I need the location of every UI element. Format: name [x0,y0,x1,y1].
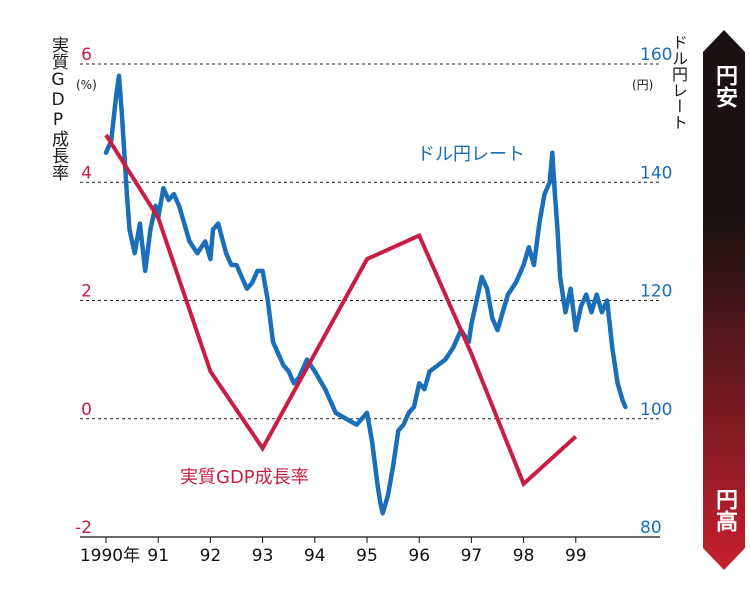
scale-arrow-shape [703,30,745,570]
gdp-unit: (%) [76,78,97,92]
x-tick-label: 96 [408,546,430,566]
right-tick-label: 160 [640,45,672,65]
gdp-series-label: 実質GDP成長率 [180,467,309,488]
left-tick-label: 6 [81,45,92,65]
x-tick-label: 91 [147,546,169,566]
right-axis-ticks: 160 140 120 100 80 [640,45,672,538]
x-tick-label: 97 [461,546,483,566]
left-tick-label: -2 [75,518,92,538]
x-tick-label: 1990年 [80,546,140,566]
right-tick-label: 120 [640,282,672,302]
left-tick-label: 4 [81,163,92,183]
left-axis-ticks: 6 4 2 0 -2 [75,45,92,538]
x-tick-label: 99 [565,546,587,566]
x-axis: 1990年 91 92 93 94 95 96 97 98 99 [80,536,660,566]
left-tick-label: 0 [81,400,92,420]
x-tick-label: 92 [200,546,222,566]
x-tick-label: 93 [252,546,274,566]
gdp-growth-line [104,133,578,488]
gdp-axis-title: 実質GDP成長率 [48,36,68,181]
rate-series-label: ドル円レート [417,144,525,165]
rate-unit: (円) [632,78,654,92]
series-lines [103,73,628,516]
yen-weak-label: 円安 [712,64,737,108]
right-tick-label: 100 [640,400,672,420]
yen-strength-scale [703,30,745,570]
x-tick-label: 98 [513,546,535,566]
x-tick-label: 95 [356,546,378,566]
yen-strong-label: 円高 [712,488,737,532]
x-tick-label: 94 [304,546,326,566]
right-tick-label: 80 [640,518,662,538]
rate-axis-title: ドル円レート [669,34,688,130]
usd-jpy-rate-line [103,73,628,516]
right-tick-label: 140 [640,163,672,183]
left-tick-label: 2 [81,282,92,302]
